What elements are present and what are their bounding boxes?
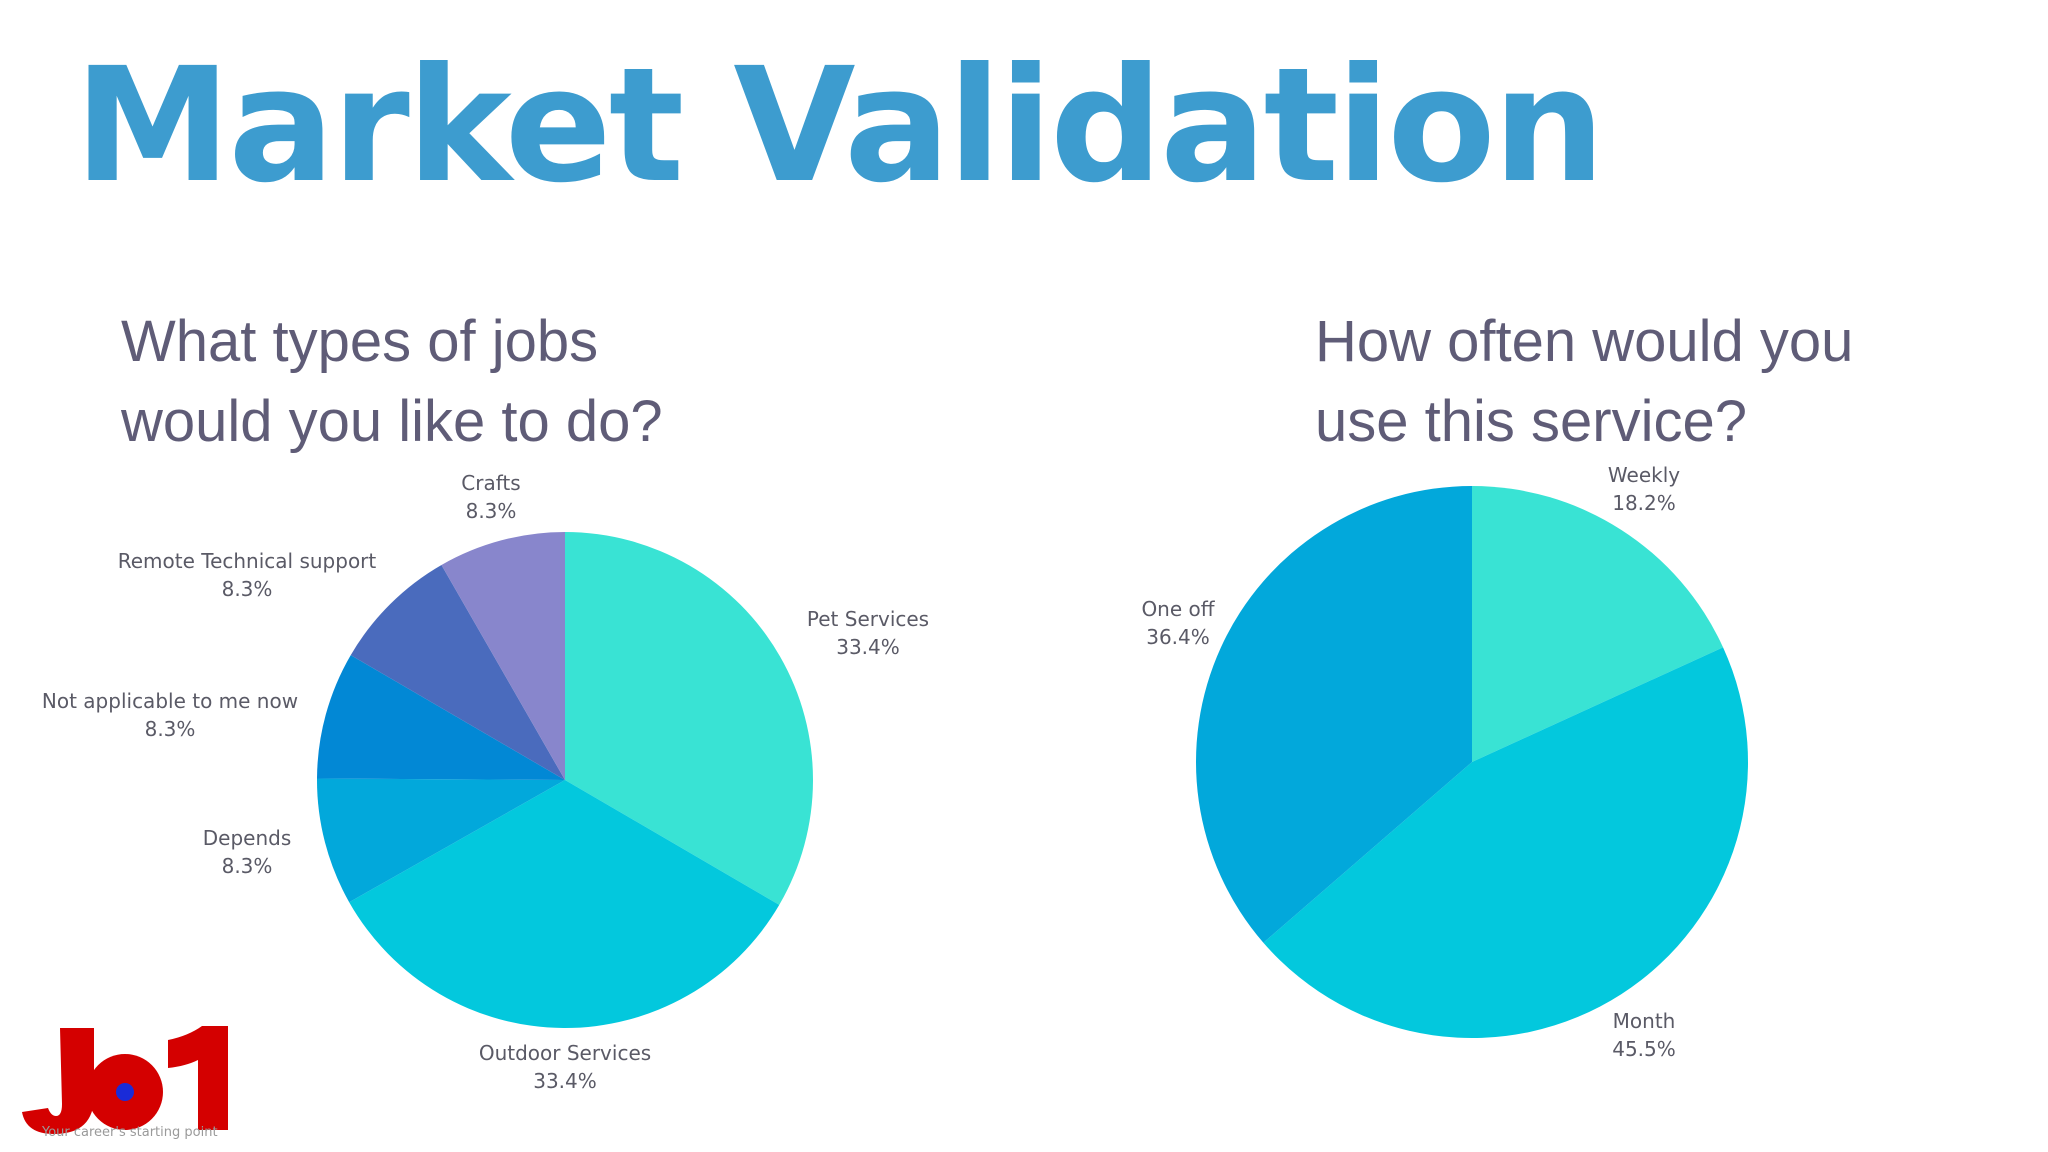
chart-2-pct-label: 36.4% [1146,625,1210,649]
logo-tagline: Your career's starting point [42,1125,218,1140]
job-logo [22,1026,228,1134]
chart-2-label: One off [1141,597,1215,621]
chart-1-slice-not-applicable-to-me-now [317,655,565,780]
chart-1-slice-crafts [441,532,565,780]
chart-1-question-line-2: would you like to do? [121,389,663,454]
chart-1-question-line-1: What types of jobs [121,309,599,374]
chart-1-pct-label: 8.3% [222,577,273,601]
chart-2-pct-label: 18.2% [1612,491,1676,515]
chart-1-slice-pet-services [565,532,813,905]
chart-1-pct-label: 33.4% [836,635,900,659]
chart-1-slice-outdoor-services [349,780,780,1029]
chart-2-question: How often would you use this service? [1315,302,1853,462]
chart-1-slice-remote-technical-support [350,564,565,780]
chart-1-label: Pet Services [807,607,929,631]
chart-1-slice-depends [316,778,565,903]
chart-2-label: Month [1613,1009,1676,1033]
chart-1-label: Outdoor Services [479,1041,651,1065]
chart-1-pct-label: 33.4% [533,1069,597,1093]
chart-1-label: Crafts [461,471,520,495]
chart-2-pct-label: 45.5% [1612,1037,1676,1061]
chart-1-pct-label: 8.3% [145,717,196,741]
logo-mark-icon [22,1026,228,1134]
chart-2-slice-weekly [1472,486,1724,762]
chart-2-question-line-1: How often would you [1315,309,1854,374]
chart-1-pct-label: 8.3% [222,854,273,878]
chart-1-label: Depends [203,826,292,850]
chart-1-label: Not applicable to me now [42,689,298,713]
chart-2-slice-one-off [1195,486,1472,943]
slide-title: Market Validation [74,34,1605,218]
chart-2-label: Weekly [1608,463,1680,487]
chart-2-question-line-2: use this service? [1315,389,1747,454]
chart-1-pct-label: 8.3% [466,499,517,523]
chart-2-slice-month [1263,647,1749,1039]
chart-1-label: Remote Technical support [118,549,377,573]
chart-1-question: What types of jobs would you like to do? [121,302,663,462]
